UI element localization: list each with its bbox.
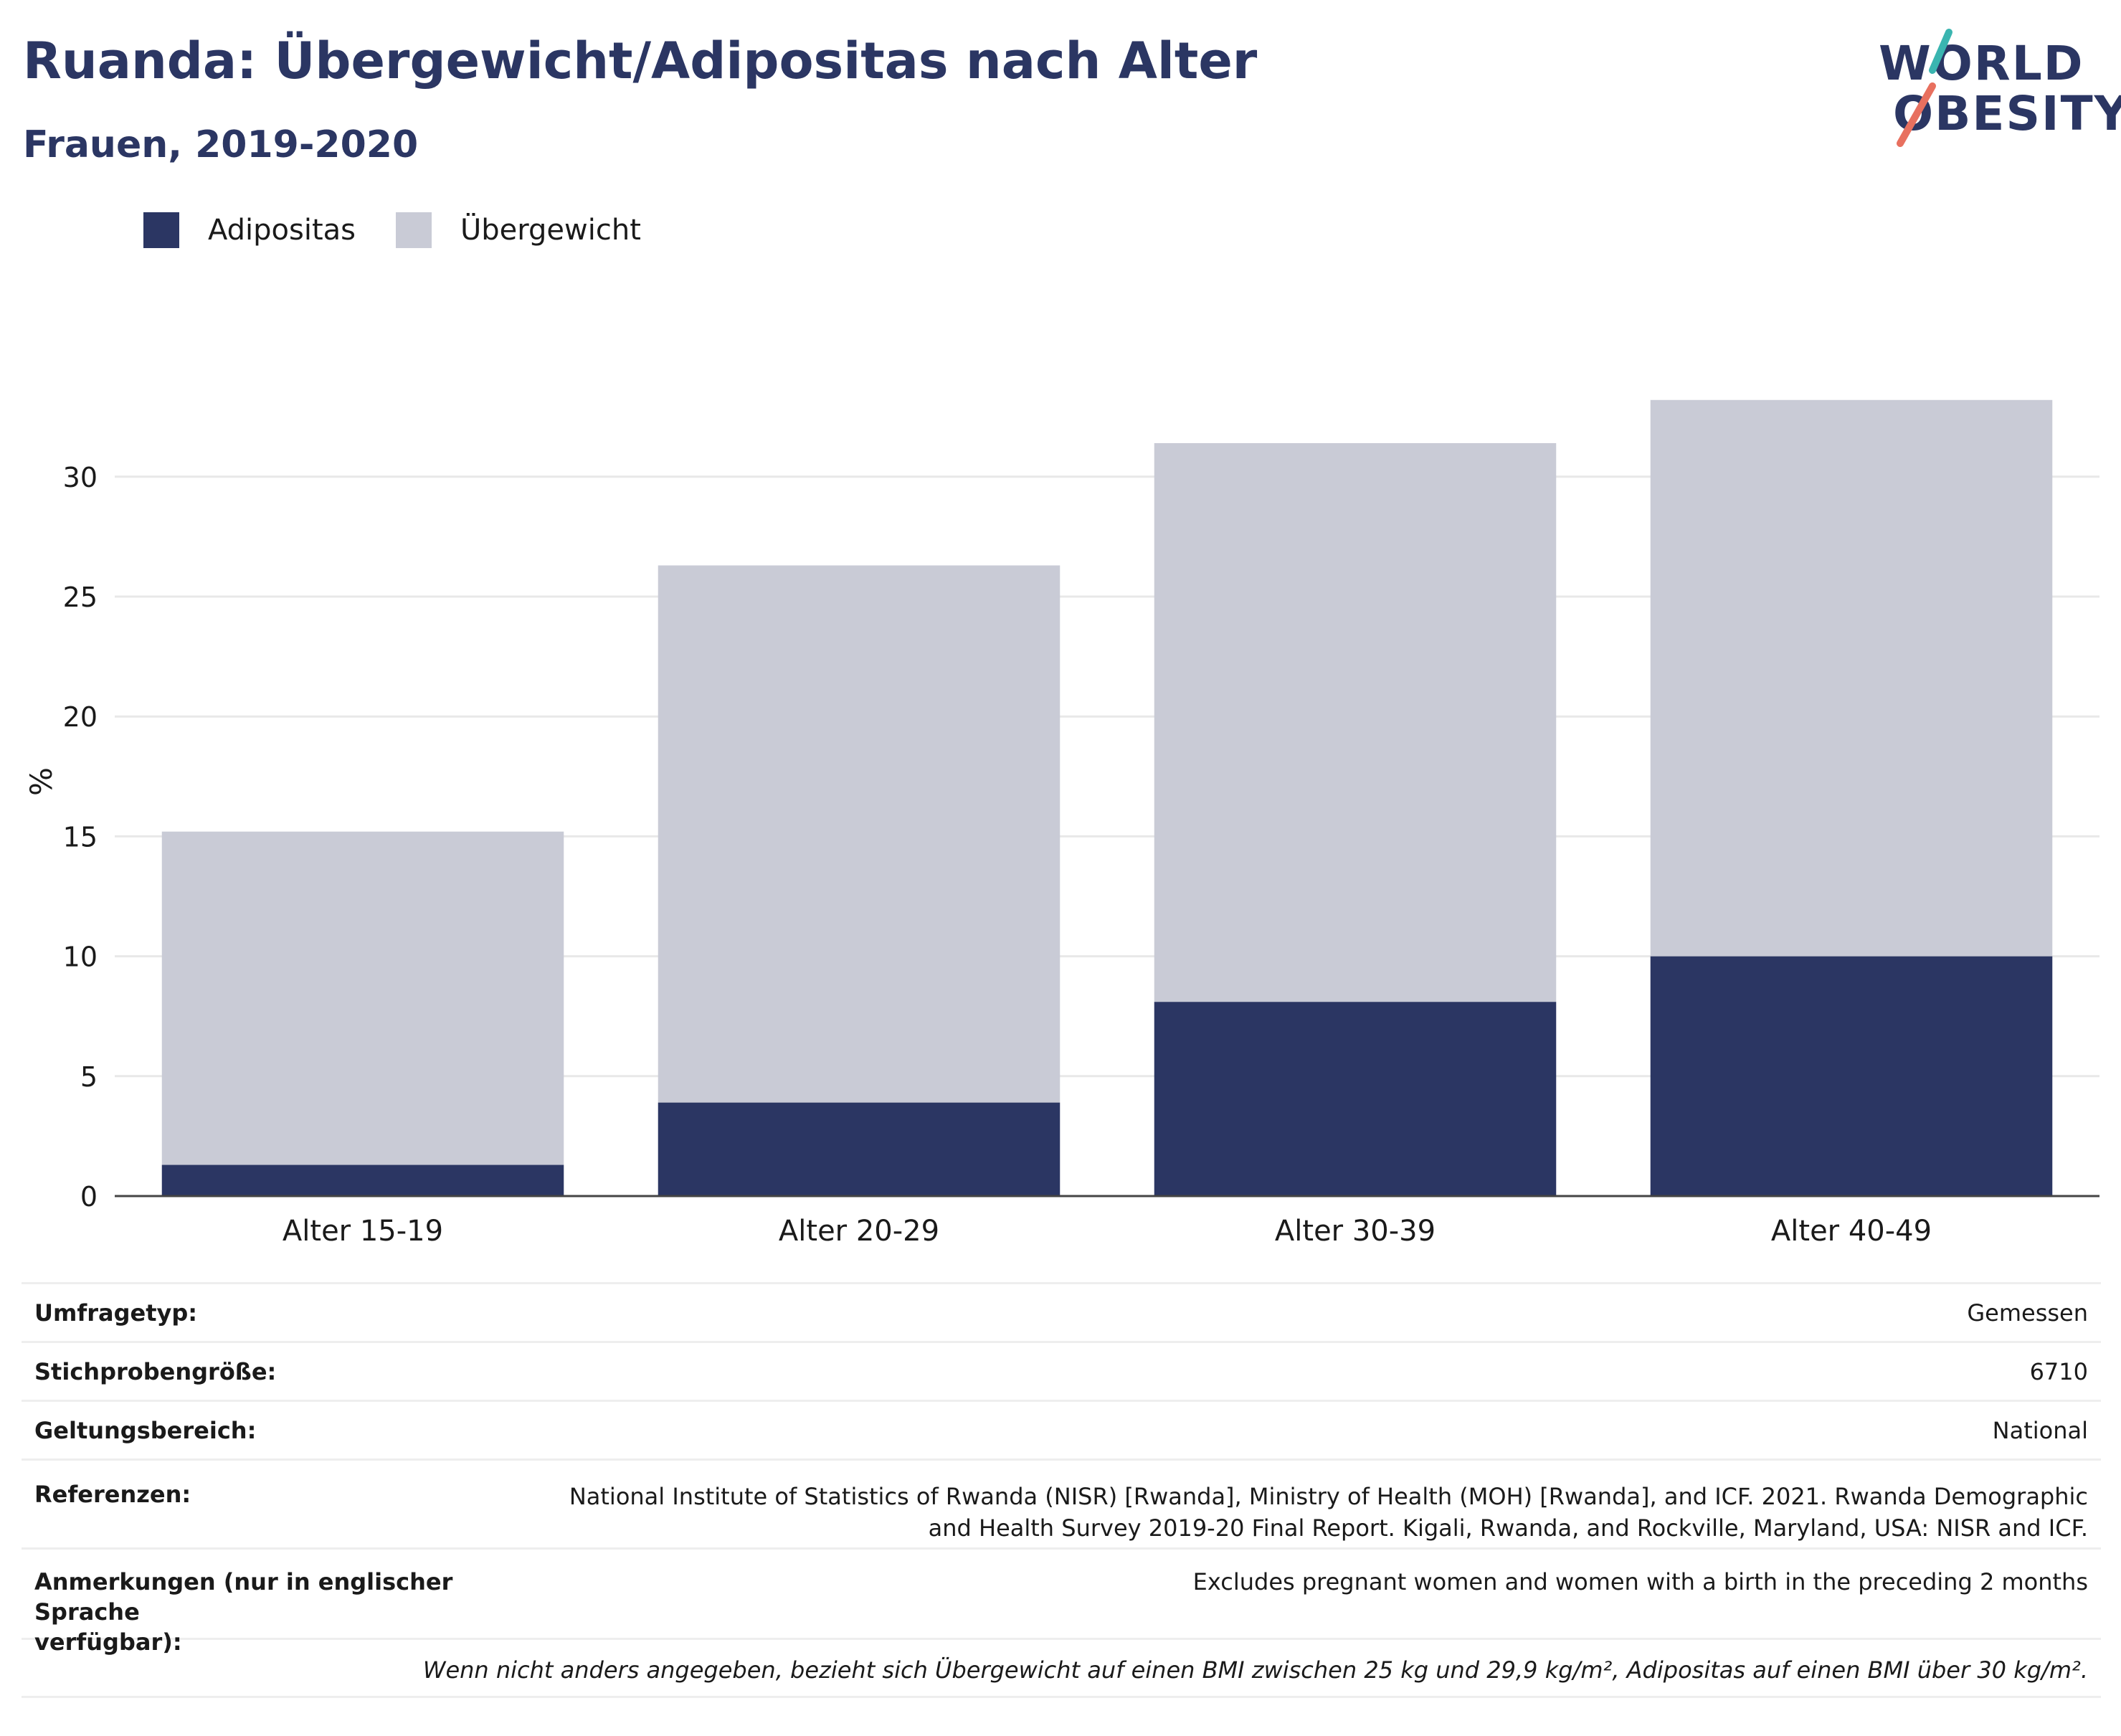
y-tick-label: 25	[63, 582, 98, 613]
info-key: Geltungsbereich:	[34, 1416, 257, 1444]
bar-adipositas	[1154, 1002, 1557, 1196]
info-value: 6710	[2029, 1357, 2088, 1385]
world-obesity-logo: WORLD OBESITY	[1864, 14, 2121, 158]
legend-item-adipositas: Adipositas	[143, 212, 356, 248]
y-tick-label: 5	[80, 1061, 98, 1093]
info-row-sample-size: Stichprobengröße: 6710	[22, 1341, 2101, 1400]
x-tick-label: Alter 30-39	[1275, 1215, 1436, 1248]
y-tick-label: 0	[80, 1181, 98, 1213]
bar-chart: 0 5 10 15 20 25 30% Alter 15-19 Alter 20-29 Alter…	[24, 399, 2099, 1248]
info-key: Stichprobengröße:	[34, 1357, 277, 1385]
legend-label-adipositas: Adipositas	[208, 214, 356, 247]
bar-adipositas	[658, 1102, 1060, 1196]
reference-line-2: and Health Survey 2019-20 Final Report. …	[928, 1514, 2088, 1542]
logo-slash-icon	[1897, 29, 1952, 147]
legend-label-uebergewicht: Übergewicht	[460, 214, 641, 247]
y-tick-label: 15	[63, 821, 98, 853]
y-tick-label: 30	[63, 462, 98, 493]
info-value: National Institute of Statistics of Rwan…	[565, 1481, 2101, 1547]
info-key: Umfragetyp:	[34, 1299, 198, 1327]
info-row-references: Referenzen: National Institute of Statis…	[22, 1458, 2101, 1547]
y-axis-label: %	[24, 767, 59, 796]
x-tick-label: Alter 20-29	[779, 1215, 939, 1248]
notes-key-line-1: Anmerkungen (nur in englischer Sprache	[34, 1568, 453, 1626]
legend-swatch-uebergewicht	[396, 212, 432, 248]
info-value: Excludes pregnant women and women with a…	[1192, 1568, 2088, 1595]
info-row-survey-type: Umfragetyp: Gemessen	[22, 1282, 2101, 1341]
x-tick-label: Alter 40-49	[1771, 1215, 1932, 1248]
bar-uebergewicht	[1154, 442, 1557, 1002]
bar-adipositas	[1650, 956, 2053, 1196]
legend-swatch-adipositas	[143, 212, 179, 248]
bar-uebergewicht	[658, 565, 1060, 1103]
page-subtitle: Frauen, 2019-2020	[23, 123, 419, 166]
bar-uebergewicht	[1650, 399, 2053, 957]
legend-item-uebergewicht: Übergewicht	[396, 212, 641, 248]
info-value: Gemessen	[1967, 1299, 2088, 1327]
info-key: Referenzen:	[34, 1481, 191, 1508]
y-tick-label: 20	[63, 701, 98, 733]
info-table: Umfragetyp: Gemessen Stichprobengröße: 6…	[22, 1282, 2101, 1698]
page-title: Ruanda: Übergewicht/Adipositas nach Alte…	[23, 32, 1258, 90]
logo-line-1: WORLD	[1879, 36, 2084, 91]
info-key: Anmerkungen (nur in englischer Sprache v…	[22, 1567, 565, 1656]
chart-legend: Adipositas Übergewicht	[143, 212, 681, 248]
info-row-coverage: Geltungsbereich: National	[22, 1400, 2101, 1458]
bar-adipositas	[161, 1165, 564, 1196]
x-tick-label: Alter 15-19	[283, 1215, 443, 1248]
bar-uebergewicht	[161, 831, 564, 1165]
notes-key-line-2: verfügbar):	[34, 1628, 182, 1656]
footnote: Wenn nicht anders angegeben, bezieht sic…	[22, 1638, 2101, 1698]
y-tick-label: 10	[63, 941, 98, 973]
reference-line-1: National Institute of Statistics of Rwan…	[569, 1483, 2088, 1510]
info-row-notes: Anmerkungen (nur in englischer Sprache v…	[22, 1547, 2101, 1656]
info-value: National	[1992, 1416, 2088, 1444]
